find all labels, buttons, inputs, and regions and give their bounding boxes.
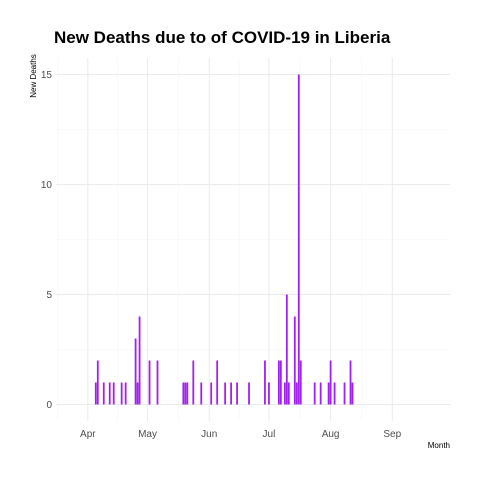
x-tick-label: Sep [383, 429, 401, 440]
bar [268, 382, 270, 405]
x-tick-label: Jul [263, 429, 276, 440]
bar [230, 382, 233, 405]
bar [319, 382, 322, 405]
bar [94, 382, 97, 405]
bar [327, 382, 330, 405]
bar [248, 382, 250, 405]
bar [124, 382, 127, 405]
bar [351, 382, 354, 405]
bar [264, 360, 266, 405]
y-tick-label: 0 [46, 400, 52, 411]
bar [313, 382, 316, 405]
bar [295, 382, 298, 405]
x-tick-label: Jun [201, 429, 217, 440]
bar [236, 382, 238, 405]
y-tick-labels: 0 5 10 15 [41, 70, 53, 411]
bar [333, 382, 336, 405]
y-tick-label: 10 [41, 180, 53, 191]
bar [293, 316, 296, 405]
bar [297, 74, 300, 405]
bar [277, 360, 280, 405]
bar [136, 382, 139, 405]
bar [200, 382, 203, 405]
bar [343, 382, 346, 405]
x-tick-label: May [138, 429, 157, 440]
bar [279, 360, 282, 405]
bar [138, 316, 141, 405]
x-tick-labels: Apr May Jun Jul Aug Sep [80, 429, 402, 440]
bar [299, 360, 302, 405]
bar [216, 360, 219, 405]
bar [349, 360, 352, 405]
bar [287, 382, 290, 405]
x-axis-title: Month [428, 441, 450, 450]
x-tick-label: Apr [80, 429, 96, 440]
bar [156, 360, 159, 405]
bar [120, 382, 123, 405]
bar [102, 382, 105, 405]
bar [148, 360, 151, 405]
grid [56, 58, 450, 421]
bar [329, 360, 332, 405]
y-tick-label: 15 [41, 70, 53, 81]
bar [96, 360, 99, 405]
bar [224, 382, 227, 405]
bar [186, 382, 189, 405]
chart-title: New Deaths due to of COVID-19 in Liberia [54, 28, 391, 47]
bar [182, 382, 185, 405]
bar [108, 382, 111, 405]
bar [112, 382, 115, 405]
bar [184, 382, 187, 405]
y-axis-title: New Deaths [29, 54, 38, 98]
bar [134, 338, 137, 405]
y-tick-label: 5 [46, 290, 52, 301]
bar [210, 382, 213, 405]
bar [192, 360, 195, 405]
bars [94, 74, 354, 405]
bar [285, 294, 288, 405]
bar [283, 382, 286, 405]
x-tick-label: Aug [322, 429, 340, 440]
